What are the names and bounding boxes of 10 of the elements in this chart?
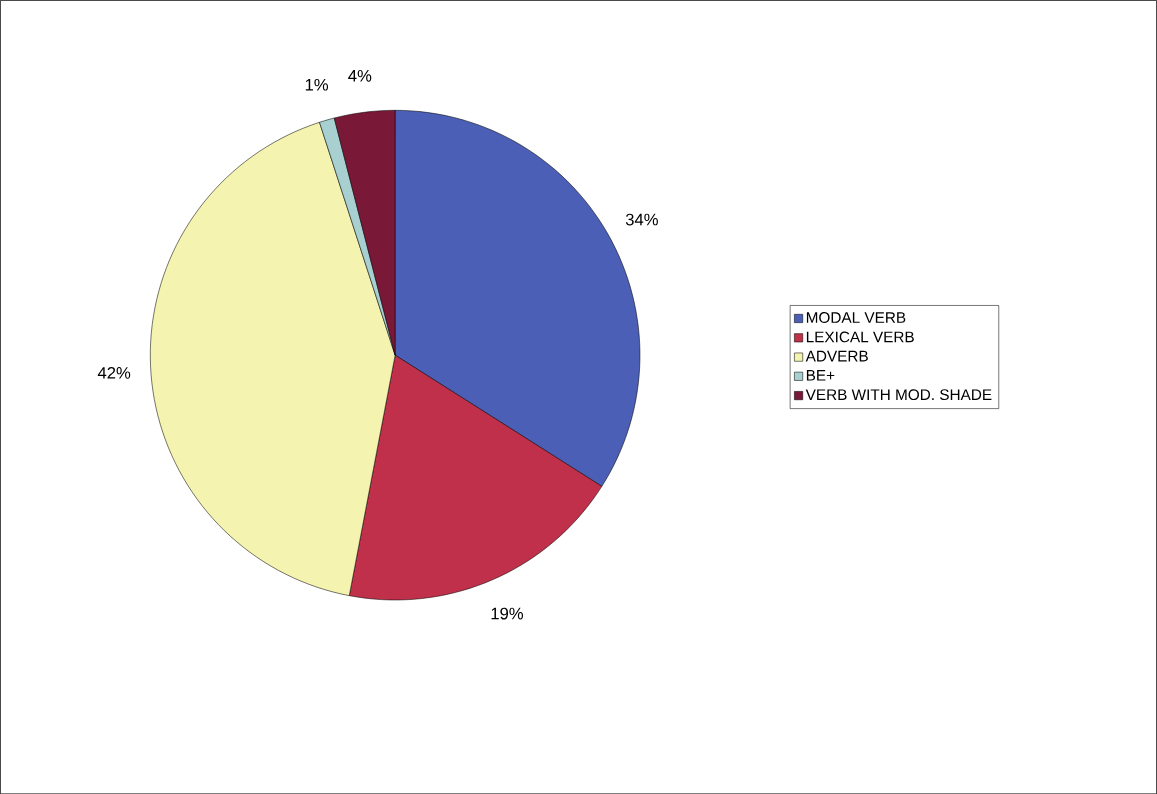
legend-label: VERB WITH MOD. SHADE: [805, 389, 992, 400]
legend-label: LEXICAL VERB: [806, 331, 914, 343]
data-label: 4%: [348, 69, 372, 82]
data-label: 1%: [305, 78, 329, 91]
data-label: 19%: [491, 607, 524, 620]
legend-label: MODAL VERB: [806, 312, 906, 323]
data-label: 34%: [625, 213, 658, 226]
legend-label: BE+: [806, 369, 835, 381]
data-label: 42%: [97, 366, 131, 379]
legend-label: ADVERB: [805, 350, 868, 362]
